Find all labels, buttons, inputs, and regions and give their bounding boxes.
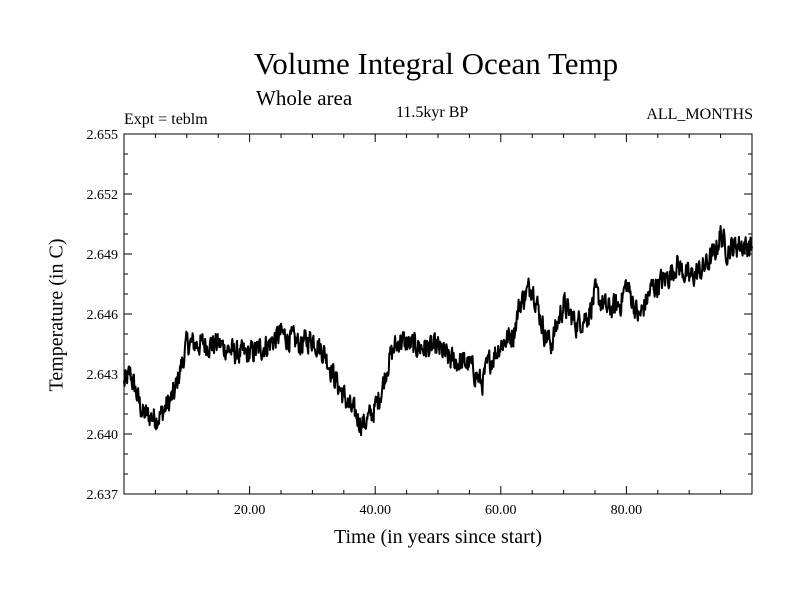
period-label: 11.5kyr BP — [396, 104, 469, 121]
series-layer — [123, 224, 753, 437]
y-tick-label: 2.646 — [87, 308, 119, 323]
chart-subtitle: Whole area — [256, 86, 353, 110]
y-tick-label: 2.649 — [87, 248, 119, 263]
tick-labels: 2.637 2.640 2.643 2.646 2.649 2.652 2.655 20.00… — [87, 128, 643, 518]
series-line — [123, 224, 753, 437]
y-tick-label: 2.652 — [87, 188, 119, 203]
y-tick-label: 2.655 — [87, 128, 119, 143]
y-tick-label: 2.637 — [87, 488, 119, 503]
y-tick-label: 2.640 — [87, 428, 119, 443]
x-tick-label: 20.00 — [234, 503, 266, 518]
plot-frame — [123, 133, 753, 495]
x-axis-label: Time (in years since start) — [333, 526, 543, 548]
x-tick-label: 40.00 — [359, 503, 391, 518]
x-tick-label: 60.00 — [485, 503, 517, 518]
axis-ticks — [124, 133, 752, 495]
chart-title: Volume Integral Ocean Temp — [253, 46, 619, 81]
experiment-label: Expt = teblm — [124, 111, 208, 128]
months-label: ALL_MONTHS — [646, 106, 753, 123]
x-tick-label: 80.00 — [611, 503, 643, 518]
y-tick-label: 2.643 — [87, 368, 119, 383]
